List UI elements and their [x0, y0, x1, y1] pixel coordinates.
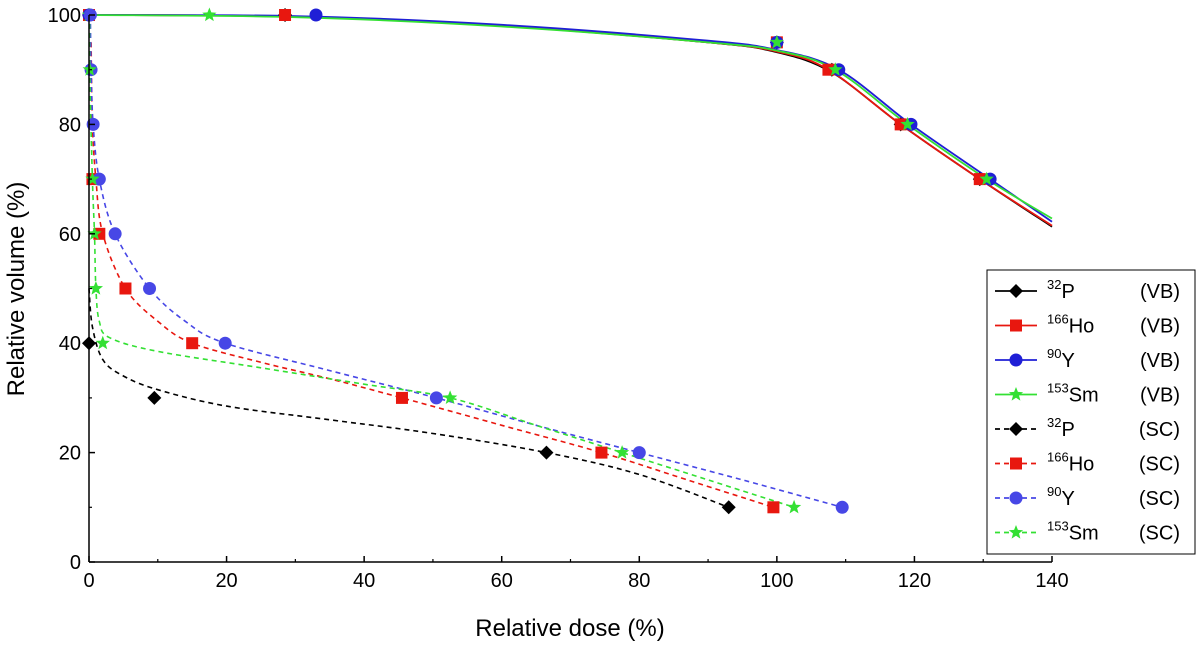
data-point-s3-4	[900, 116, 915, 131]
legend-label-6: 90Y	[1047, 484, 1075, 510]
data-point-s5-5	[595, 446, 608, 459]
legend-label-5: 166Ho	[1047, 450, 1094, 476]
legend-marker-2	[1009, 353, 1023, 367]
legend-label-0: 32P	[1047, 277, 1075, 303]
data-point-s3-5	[979, 171, 994, 186]
legend-label-3: 153Sm	[1047, 381, 1099, 407]
x-tick-label: 60	[491, 570, 513, 592]
y-tick-label: 40	[59, 333, 81, 355]
legend-group-1: (VB)	[1140, 316, 1180, 338]
legend-marker-3	[1008, 387, 1024, 401]
x-tick-label: 80	[628, 570, 650, 592]
data-point-s7-4	[95, 335, 110, 350]
series-line-5	[90, 42, 774, 509]
data-point-s6-4	[108, 227, 122, 241]
series-line-7	[88, 14, 795, 509]
legend-group-0: (VB)	[1140, 281, 1180, 303]
x-tick-label: 40	[353, 570, 375, 592]
series-markers	[81, 7, 997, 515]
data-point-s7-1	[85, 171, 100, 186]
data-point-s6-5	[143, 282, 157, 295]
data-point-s7-6	[615, 445, 630, 459]
data-point-s7-3	[88, 281, 103, 295]
legend-marker-1	[1010, 319, 1022, 332]
legend-group-4: (SC)	[1139, 419, 1180, 441]
legend-label-1: 166Ho	[1047, 312, 1094, 338]
data-point-s1-3	[822, 63, 835, 76]
legend-marker-5	[1010, 457, 1022, 470]
x-tick-label: 100	[760, 570, 793, 592]
legend-marker-4	[1009, 422, 1023, 436]
series-line-3	[88, 14, 1053, 220]
data-point-s4-2	[539, 445, 554, 460]
legend-label-2: 90Y	[1047, 346, 1075, 372]
legend-label-7: 153Sm	[1047, 519, 1099, 545]
data-point-s3-3	[828, 62, 843, 76]
data-point-s6-8	[632, 446, 646, 460]
data-point-s5-3	[186, 337, 199, 350]
x-axis-title: Relative dose (%)	[475, 615, 664, 642]
y-tick-label: 20	[59, 443, 81, 465]
legend-label-4: 32P	[1047, 415, 1075, 441]
x-tick-label: 120	[898, 570, 931, 592]
series-line-4	[88, 288, 729, 509]
legend-marker-6	[1009, 491, 1023, 505]
data-point-s7-7	[786, 499, 802, 514]
series-curves	[88, 14, 1053, 509]
x-tick-label: 20	[215, 570, 237, 592]
data-point-s5-4	[395, 391, 408, 404]
data-point-s1-5	[973, 173, 986, 186]
data-point-s5-6	[767, 501, 780, 514]
data-point-s4-3	[721, 500, 736, 515]
y-tick-label: 0	[70, 552, 81, 574]
data-point-s6-6	[218, 336, 232, 350]
y-axis-title: Relative volume (%)	[3, 182, 30, 397]
data-point-s5-2	[119, 282, 132, 295]
series-line-6	[89, 14, 843, 509]
series-line-2	[88, 14, 1053, 223]
y-tick-label: 80	[59, 114, 81, 136]
legend-marker-7	[1008, 525, 1024, 539]
y-tick-label: 60	[59, 224, 81, 246]
y-tick-label: 100	[48, 5, 81, 27]
legend-group-2: (VB)	[1140, 350, 1180, 372]
data-point-s3-2	[769, 34, 784, 49]
legend-marker-0	[1009, 284, 1023, 298]
legend-group-7: (SC)	[1139, 523, 1180, 545]
x-tick-label: 140	[1035, 570, 1068, 592]
legend-box	[986, 269, 1196, 555]
data-point-s7-5	[443, 390, 458, 404]
data-point-s1-1	[279, 9, 292, 21]
axes: 0 20 40 60 80 100 120 140 0 20 40 60 80 100	[48, 5, 1069, 592]
data-point-s1-4	[894, 118, 907, 131]
data-point-s4-1	[147, 390, 162, 405]
legend: 32P (VB) 166Ho (VB) 90Y (VB) 153Sm (VB) 32P (SC) 1…	[986, 269, 1196, 555]
data-point-s6-7	[429, 391, 443, 405]
data-point-s2-1	[309, 8, 323, 22]
data-point-s6-9	[835, 500, 849, 514]
legend-group-6: (SC)	[1139, 488, 1180, 510]
x-tick-label: 0	[83, 570, 94, 592]
legend-group-3: (VB)	[1140, 385, 1180, 407]
data-point-s3-1	[202, 7, 217, 22]
legend-group-5: (SC)	[1139, 454, 1180, 476]
